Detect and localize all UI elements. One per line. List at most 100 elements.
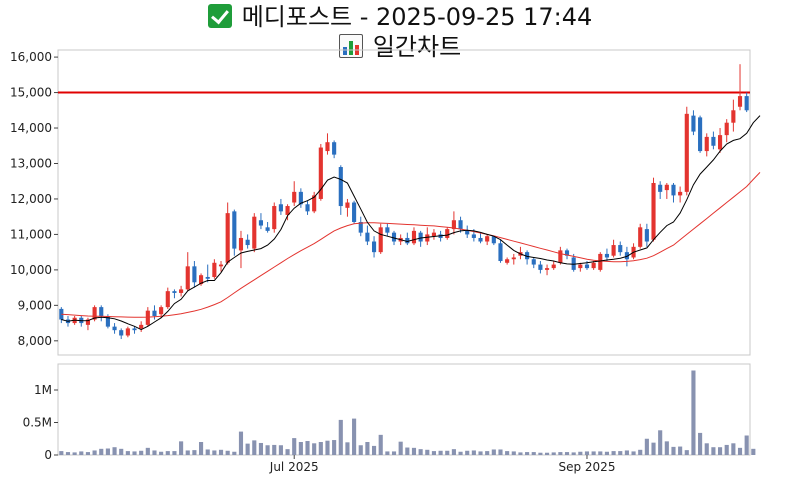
volume-bar [378, 434, 383, 455]
candle-body [198, 275, 204, 285]
volume-y-tick-label: 1M [34, 383, 52, 397]
candle-body [159, 307, 164, 315]
volume-bar [352, 418, 357, 455]
candle [159, 305, 164, 318]
candle [445, 227, 450, 240]
x-tick-label: Sep 2025 [558, 460, 615, 474]
candle-body [391, 232, 397, 242]
candle [611, 239, 616, 258]
volume-plot-frame [57, 363, 751, 456]
candle [591, 261, 596, 270]
candle-body [651, 182, 656, 240]
candle [691, 110, 696, 136]
candle-body [125, 328, 130, 336]
candle-body [332, 142, 337, 155]
candle-body [478, 237, 483, 242]
volume-bar [371, 445, 377, 455]
title-line-1: 메디포스트 - 2025-09-25 17:44 [0, 0, 800, 34]
candle [85, 317, 91, 331]
candle-body [717, 135, 723, 150]
volume-bar [258, 442, 264, 455]
volume-bar [125, 451, 130, 455]
volume-bar [578, 451, 583, 455]
volume-bar [458, 451, 463, 455]
candle [511, 253, 516, 265]
volume-bar [145, 447, 150, 455]
price-y-tick-label: 11,000 [10, 227, 52, 241]
volume-bar [711, 447, 716, 455]
candle-body [571, 257, 576, 270]
volume-bar [119, 448, 124, 455]
candle [658, 181, 663, 199]
candle [717, 128, 723, 153]
volume-bar [698, 432, 703, 455]
candle [564, 248, 570, 260]
volume-bar [72, 452, 77, 455]
candle [604, 248, 610, 262]
volume-bar [312, 443, 317, 455]
candle [245, 234, 250, 249]
candle-body [411, 230, 417, 244]
volume-bar [139, 450, 144, 455]
candle-body [152, 310, 157, 316]
volume-bar [252, 440, 257, 455]
candle [737, 64, 743, 111]
candle [152, 305, 157, 320]
volume-bar [691, 370, 696, 455]
candle [205, 264, 210, 283]
volume-bar [205, 449, 210, 455]
candle-body [664, 184, 669, 191]
volume-bar [225, 450, 230, 455]
candle [345, 198, 350, 217]
candle-body [498, 243, 503, 262]
candle [731, 99, 736, 132]
volume-bar [265, 445, 270, 455]
candle [238, 230, 244, 269]
candle [352, 200, 357, 224]
volume-bar [604, 451, 610, 455]
volume-bar [385, 451, 390, 455]
candle-body [371, 241, 377, 253]
volume-bar [179, 441, 184, 455]
volume-bar [731, 443, 736, 455]
candle [711, 131, 716, 150]
candle-body [737, 96, 743, 107]
candle [458, 216, 463, 233]
volume-bar [445, 450, 450, 455]
volume-bar [737, 447, 743, 455]
volume-bar [591, 451, 596, 455]
volume-bar [684, 450, 689, 455]
volume-bar [511, 451, 516, 455]
candle [312, 191, 317, 214]
candle-body [531, 259, 536, 265]
candle [704, 133, 709, 157]
candle [332, 140, 337, 159]
volume-bar [152, 450, 157, 455]
candle [485, 234, 490, 246]
candle [411, 227, 417, 246]
volume-y-tick-label: 0.5M [23, 416, 52, 430]
volume-bar [79, 451, 84, 455]
candle-body [278, 204, 283, 212]
volume-bar [99, 448, 104, 455]
candle-body [139, 324, 144, 329]
candle-body [538, 264, 543, 270]
volume-bar [405, 447, 410, 455]
candle [252, 213, 257, 253]
candle-body [611, 245, 616, 256]
volume-bar [451, 449, 456, 455]
candle-body [252, 216, 257, 249]
candle-body [245, 239, 250, 246]
candle-body [425, 234, 430, 242]
volume-bar [85, 452, 91, 455]
candle [578, 262, 583, 272]
candle-body [305, 204, 310, 212]
volume-bar [651, 442, 656, 455]
volume-bar [717, 447, 723, 455]
volume-bar [105, 448, 110, 455]
volume-bar [498, 449, 503, 455]
candle-body [525, 252, 530, 260]
check-icon [207, 4, 232, 28]
candle-body [491, 236, 496, 244]
